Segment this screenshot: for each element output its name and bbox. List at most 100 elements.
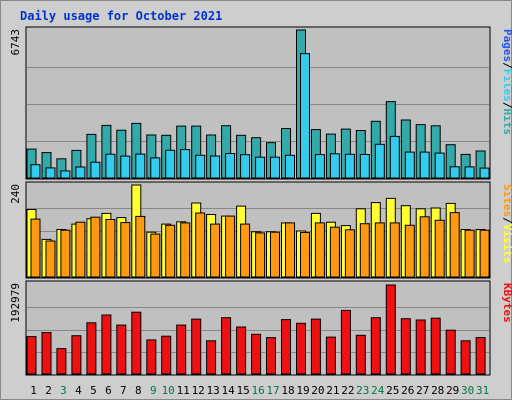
chart-title: Daily usage for October 2021 xyxy=(20,9,223,23)
bar-kbytes-day-13 xyxy=(206,340,217,375)
bar-kbytes-day-4 xyxy=(71,335,82,375)
bar-files-day-28 xyxy=(434,152,445,179)
day-label-26: 26 xyxy=(401,384,414,397)
day-label-7: 7 xyxy=(120,384,127,397)
bar-files-day-9 xyxy=(150,157,161,179)
day-label-17: 17 xyxy=(266,384,279,397)
bar-sites-day-2 xyxy=(45,240,56,278)
day-label-3: 3 xyxy=(60,384,67,397)
legend-entry-traffic-1: / xyxy=(501,62,512,69)
day-label-2: 2 xyxy=(45,384,52,397)
bar-files-day-3 xyxy=(60,170,71,179)
bar-kbytes-day-24 xyxy=(370,317,381,375)
bar-kbytes-day-2 xyxy=(41,332,52,375)
day-label-14: 14 xyxy=(221,384,235,397)
legend-entry-visitors-1: / xyxy=(501,217,512,224)
bar-kbytes-day-9 xyxy=(146,339,157,375)
bar-files-day-15 xyxy=(240,154,251,179)
legend-visitors: Sites/Visits xyxy=(501,184,512,264)
bar-files-day-14 xyxy=(225,153,236,179)
day-label-6: 6 xyxy=(105,384,112,397)
bar-files-day-18 xyxy=(285,154,295,179)
bar-files-day-19 xyxy=(300,53,310,179)
day-label-24: 24 xyxy=(371,384,385,397)
bar-sites-day-23 xyxy=(359,223,370,278)
bar-kbytes-day-7 xyxy=(116,324,127,375)
bar-sites-day-25 xyxy=(389,222,400,278)
day-label-16: 16 xyxy=(251,384,264,397)
day-label-28: 28 xyxy=(431,384,444,397)
bar-sites-day-9 xyxy=(150,233,161,278)
bar-kbytes-day-31 xyxy=(475,337,486,375)
bar-sites-day-19 xyxy=(300,232,310,278)
bar-sites-day-8 xyxy=(135,215,146,278)
bar-sites-day-12 xyxy=(195,212,206,278)
bar-sites-day-7 xyxy=(120,222,131,278)
bar-sites-day-29 xyxy=(449,212,460,278)
bar-sites-day-22 xyxy=(344,229,355,278)
bar-sites-day-14 xyxy=(225,215,236,278)
bar-sites-day-16 xyxy=(255,232,266,278)
day-label-20: 20 xyxy=(311,384,324,397)
bar-files-day-25 xyxy=(389,135,400,179)
bar-kbytes-day-25 xyxy=(385,284,396,375)
bar-kbytes-day-19 xyxy=(296,322,306,375)
bar-kbytes-day-21 xyxy=(325,336,336,375)
legend-entry-visitors-0: Sites xyxy=(501,184,512,217)
bar-sites-day-26 xyxy=(404,224,415,278)
day-label-29: 29 xyxy=(446,384,459,397)
bar-sites-day-15 xyxy=(240,223,251,278)
bar-files-day-11 xyxy=(180,149,191,179)
bar-files-day-23 xyxy=(359,154,370,179)
bar-kbytes-day-16 xyxy=(251,333,262,375)
bar-files-day-22 xyxy=(344,153,355,179)
day-label-13: 13 xyxy=(206,384,219,397)
bar-kbytes-day-20 xyxy=(310,318,321,375)
day-label-23: 23 xyxy=(356,384,369,397)
day-label-11: 11 xyxy=(177,384,190,397)
day-label-10: 10 xyxy=(162,384,175,397)
bar-sites-day-4 xyxy=(75,221,86,278)
bar-kbytes-day-14 xyxy=(221,317,232,375)
bar-kbytes-day-15 xyxy=(236,326,247,375)
bar-files-day-24 xyxy=(374,143,385,179)
bar-kbytes-day-17 xyxy=(266,337,276,375)
bar-kbytes-day-1 xyxy=(26,336,37,375)
bar-kbytes-day-6 xyxy=(101,314,112,375)
bar-files-day-17 xyxy=(270,156,280,179)
bar-sites-day-6 xyxy=(105,219,116,278)
bar-kbytes-day-10 xyxy=(161,335,172,375)
bar-sites-day-17 xyxy=(270,231,280,278)
day-label-31: 31 xyxy=(476,384,489,397)
legend-entry-traffic-0: Pages xyxy=(501,29,512,62)
bar-kbytes-day-29 xyxy=(445,329,456,375)
bar-files-day-26 xyxy=(404,151,415,179)
day-label-22: 22 xyxy=(341,384,354,397)
bar-kbytes-day-3 xyxy=(56,348,67,375)
bar-files-day-31 xyxy=(479,167,490,179)
bar-sites-day-30 xyxy=(464,229,475,278)
bar-files-day-10 xyxy=(165,149,176,179)
bar-files-day-1 xyxy=(30,164,41,179)
bar-kbytes-day-18 xyxy=(281,319,291,375)
day-label-1: 1 xyxy=(30,384,37,397)
bar-files-day-13 xyxy=(210,155,221,179)
legend-entry-visitors-2: Visits xyxy=(501,224,512,264)
day-label-18: 18 xyxy=(281,384,294,397)
bar-sites-day-3 xyxy=(60,229,71,278)
bar-kbytes-day-26 xyxy=(400,318,411,375)
day-label-19: 19 xyxy=(296,384,309,397)
day-label-21: 21 xyxy=(326,384,339,397)
legend-entry-traffic-4: Hits xyxy=(501,109,512,136)
day-label-27: 27 xyxy=(416,384,429,397)
bar-sites-day-1 xyxy=(30,218,41,278)
max-label-visitors: 240 xyxy=(9,184,22,204)
bar-sites-day-5 xyxy=(90,216,101,278)
bar-files-day-4 xyxy=(75,166,86,179)
day-label-8: 8 xyxy=(135,384,142,397)
day-label-25: 25 xyxy=(386,384,399,397)
max-label-traffic: 6743 xyxy=(9,29,22,56)
day-label-9: 9 xyxy=(150,384,157,397)
